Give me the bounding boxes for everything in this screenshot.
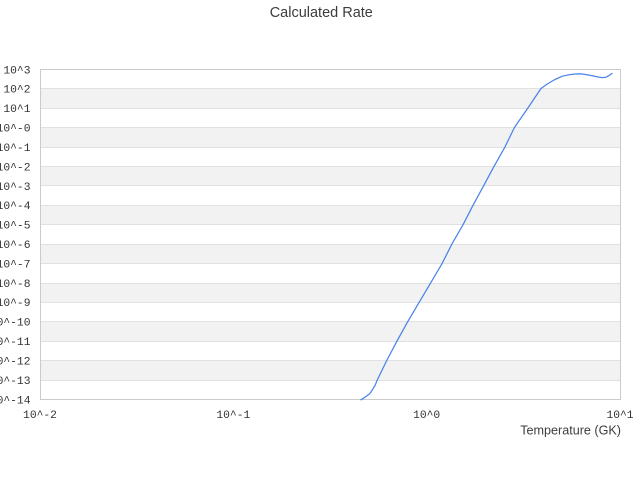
svg-text:10^-5: 10^-5 bbox=[0, 221, 31, 233]
svg-text:10^1: 10^1 bbox=[606, 410, 633, 422]
svg-text:10^3: 10^3 bbox=[3, 65, 30, 77]
svg-text:10^-12: 10^-12 bbox=[0, 356, 31, 368]
svg-text:Calculated Rate: Calculated Rate bbox=[270, 5, 373, 21]
svg-text:10^-14: 10^-14 bbox=[0, 395, 31, 407]
svg-text:10^1: 10^1 bbox=[3, 104, 30, 116]
svg-text:10^-2: 10^-2 bbox=[23, 410, 57, 422]
svg-text:10^-7: 10^-7 bbox=[0, 259, 31, 271]
svg-text:10^0: 10^0 bbox=[413, 410, 440, 422]
svg-text:10^-0: 10^-0 bbox=[0, 124, 31, 136]
svg-text:10^-4: 10^-4 bbox=[0, 201, 31, 213]
svg-text:Temperature (GK): Temperature (GK) bbox=[520, 424, 621, 438]
svg-text:10^-1: 10^-1 bbox=[216, 410, 250, 422]
svg-text:10^2: 10^2 bbox=[3, 85, 30, 97]
svg-text:10^-8: 10^-8 bbox=[0, 279, 31, 291]
svg-text:10^-1: 10^-1 bbox=[0, 143, 31, 155]
svg-text:10^-3: 10^-3 bbox=[0, 182, 31, 194]
svg-text:10^-2: 10^-2 bbox=[0, 162, 31, 174]
svg-text:10^-6: 10^-6 bbox=[0, 240, 31, 252]
svg-text:10^-9: 10^-9 bbox=[0, 298, 31, 310]
svg-text:10^-13: 10^-13 bbox=[0, 376, 31, 388]
svg-text:10^-11: 10^-11 bbox=[0, 337, 31, 349]
svg-text:10^-10: 10^-10 bbox=[0, 318, 31, 330]
